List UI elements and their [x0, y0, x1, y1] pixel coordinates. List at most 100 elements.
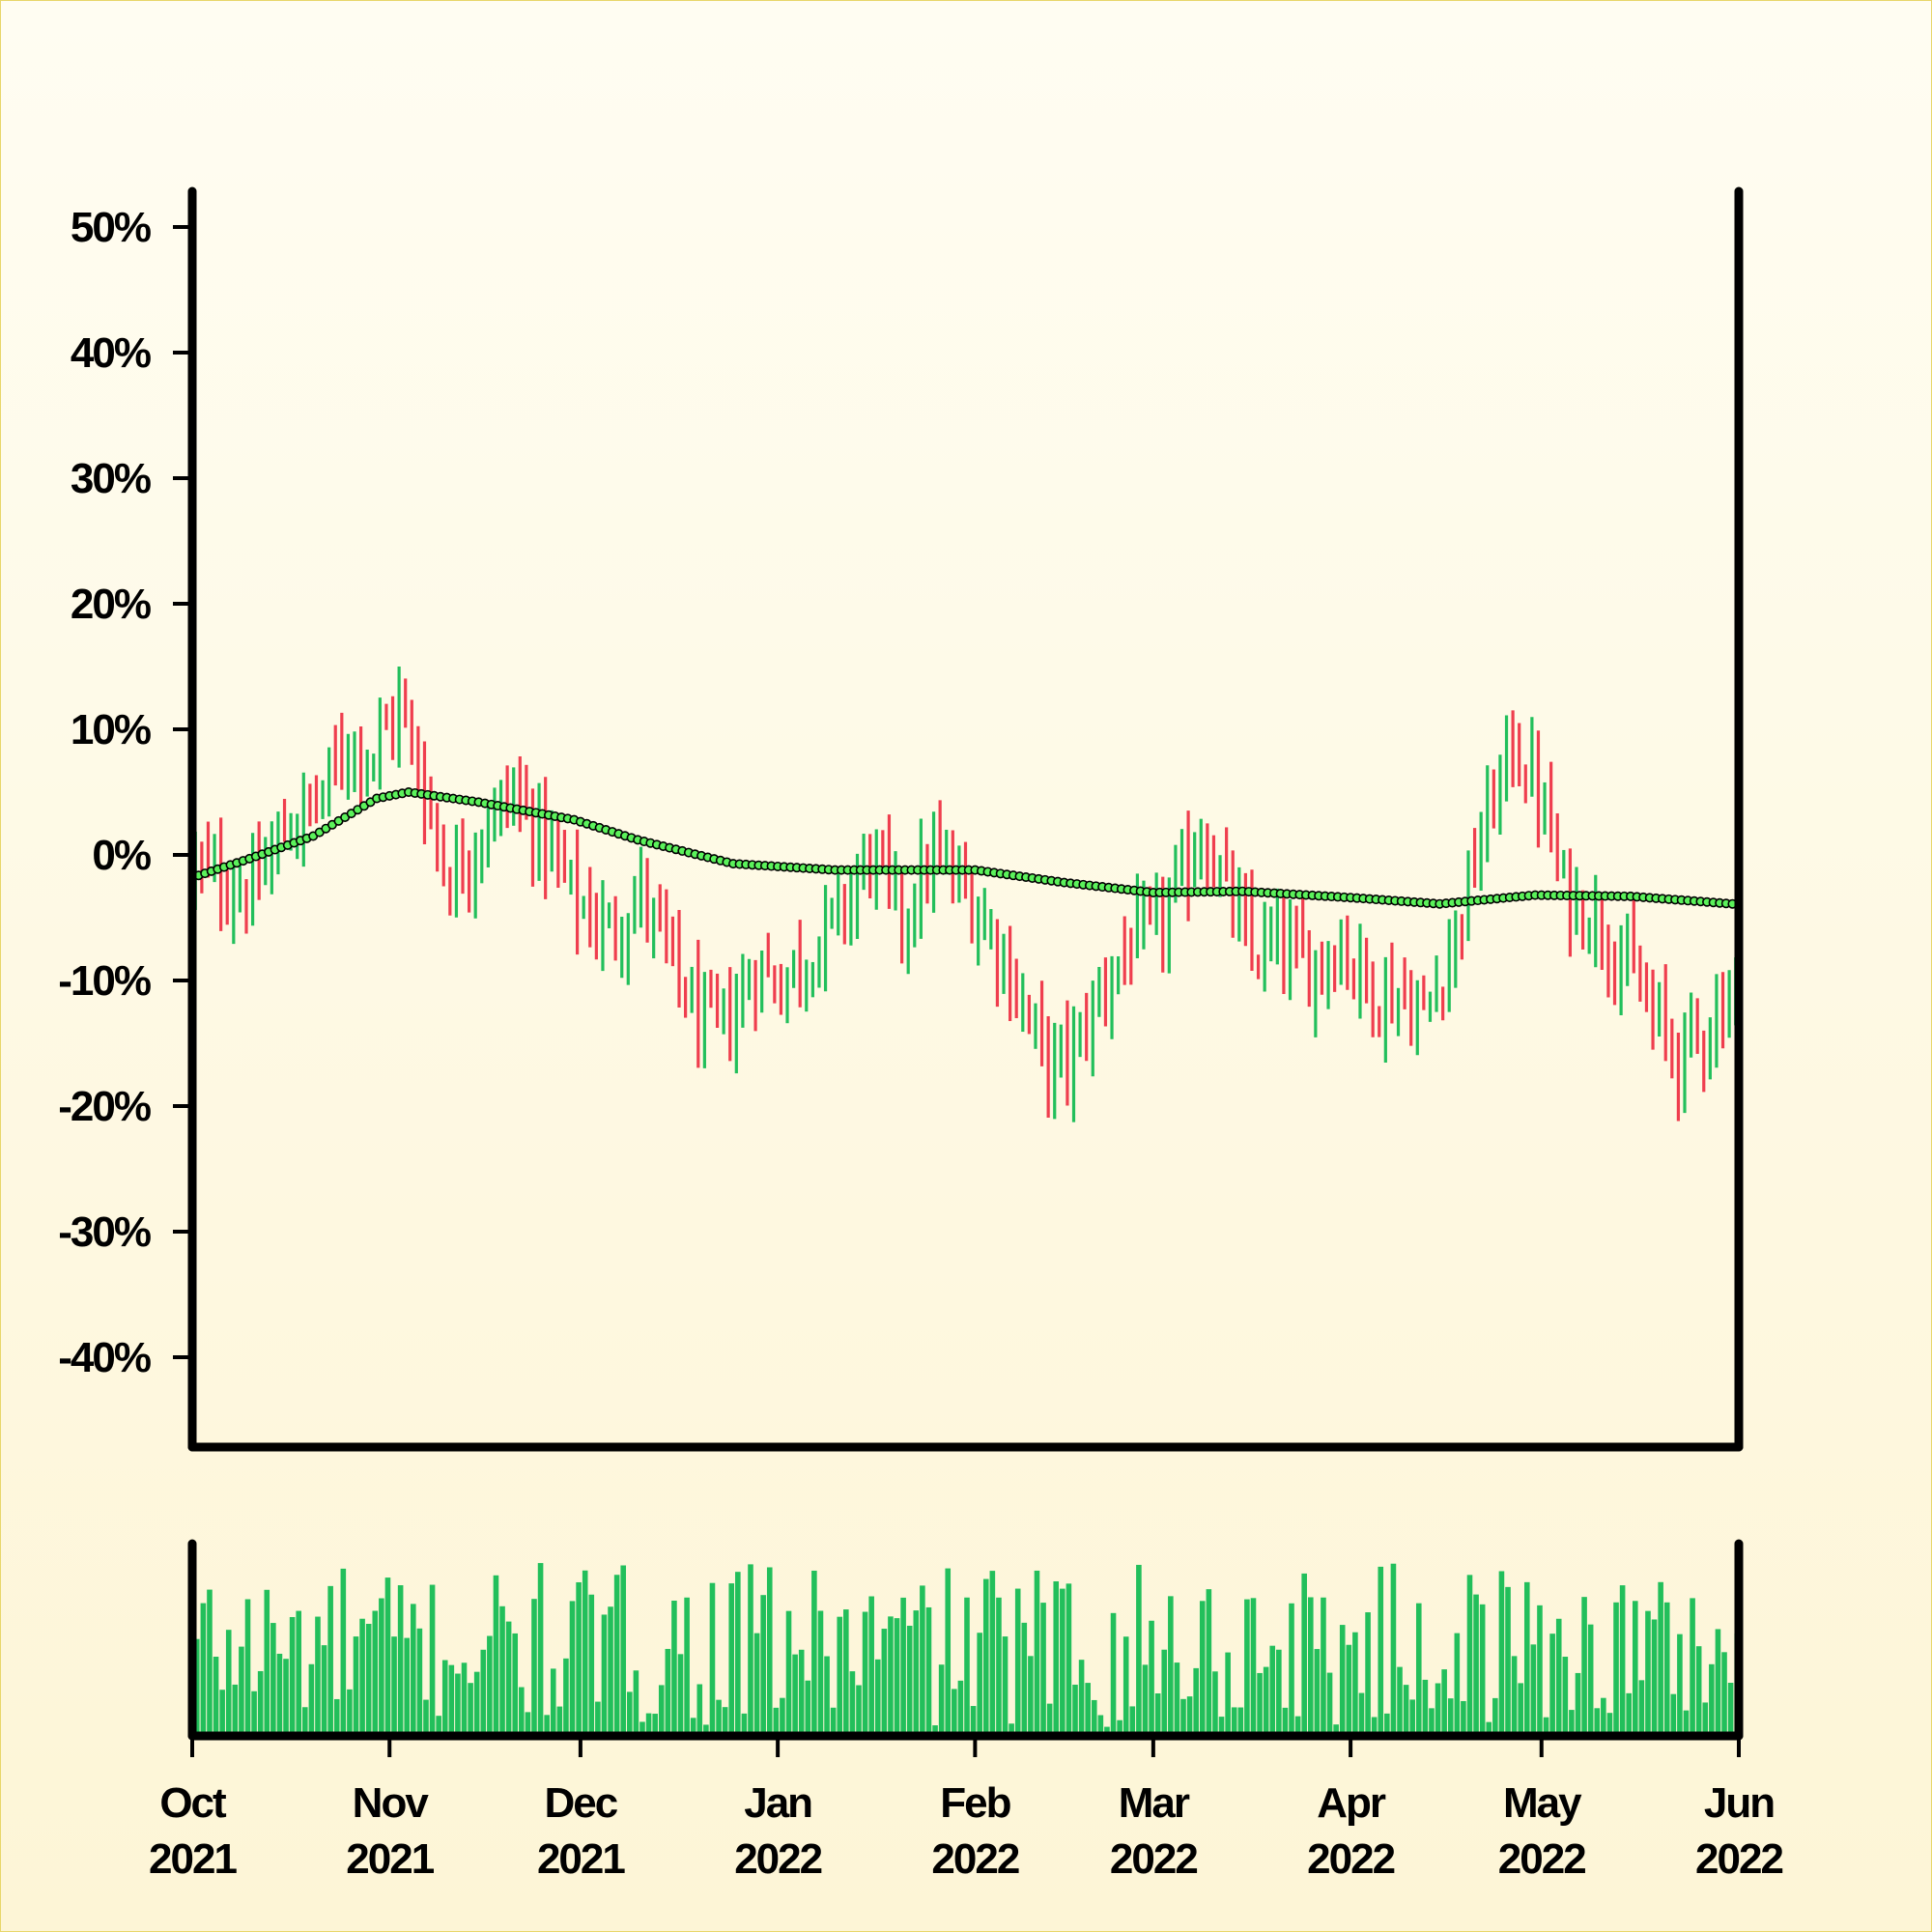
volume-bar	[1294, 1716, 1301, 1736]
x-tick-month: May	[1503, 1779, 1582, 1827]
volume-bar	[1046, 1703, 1053, 1736]
volume-bar	[1409, 1699, 1415, 1736]
volume-bar	[722, 1707, 728, 1736]
volume-bar	[843, 1609, 849, 1736]
volume-bar	[982, 1578, 989, 1736]
volume-bar	[1613, 1602, 1619, 1736]
volume-bar	[1289, 1603, 1294, 1736]
volume-bar	[1225, 1652, 1231, 1736]
volume-bar	[1021, 1622, 1028, 1736]
volume-bar	[1142, 1664, 1149, 1736]
volume-bar	[1715, 1629, 1721, 1736]
volume-bar	[1479, 1604, 1486, 1736]
volume-bar	[1339, 1625, 1346, 1736]
y-axis-ticks: 50% 40% 30% 20% 10% 0% -10% -20% -30% -40%	[58, 204, 192, 1381]
volume-bar	[1352, 1632, 1358, 1736]
volume-bar	[372, 1610, 379, 1736]
moving-average-line	[193, 786, 1738, 909]
volume-bar	[1237, 1707, 1244, 1736]
volume-bar	[411, 1604, 416, 1736]
volume-bar	[359, 1618, 365, 1736]
volume-bar	[582, 1570, 588, 1736]
volume-bar	[1626, 1692, 1632, 1736]
volume-bar	[920, 1585, 925, 1736]
x-tick-month: Nov	[353, 1779, 430, 1827]
volume-bar	[556, 1706, 563, 1736]
volume-bar	[270, 1623, 276, 1736]
volume-bar	[1549, 1634, 1555, 1736]
volume-bar	[1683, 1710, 1690, 1736]
volume-bar	[441, 1660, 448, 1736]
volume-bar	[1028, 1656, 1034, 1736]
volume-bar	[1594, 1708, 1601, 1736]
volume-bar	[1511, 1656, 1518, 1736]
volume-bars	[194, 1563, 1740, 1736]
volume-bar	[1034, 1570, 1040, 1736]
volume-bar	[1569, 1710, 1575, 1736]
volume-bar	[257, 1670, 264, 1736]
volume-bar	[837, 1616, 843, 1736]
volume-bar	[913, 1610, 920, 1736]
volume-bar	[888, 1616, 894, 1736]
volume-bar	[1014, 1588, 1021, 1736]
volume-bar	[468, 1683, 473, 1736]
x-tick-year: 2021	[346, 1835, 434, 1883]
x-tick-month: Mar	[1119, 1779, 1190, 1827]
volume-bar	[1390, 1563, 1397, 1736]
volume-bar	[1193, 1667, 1199, 1736]
volume-bar	[397, 1585, 404, 1736]
volume-bar	[296, 1610, 302, 1736]
volume-bar	[232, 1684, 239, 1736]
x-tick-month: Jan	[744, 1779, 811, 1827]
volume-bar	[1670, 1693, 1677, 1736]
volume-bar	[627, 1691, 633, 1736]
volume-bar	[283, 1659, 289, 1736]
volume-bar	[563, 1658, 569, 1736]
volume-bar	[289, 1616, 296, 1736]
volume-bar	[1250, 1598, 1257, 1736]
volume-bar	[1422, 1679, 1429, 1736]
volume-bar	[1486, 1721, 1492, 1736]
volume-bar	[1505, 1586, 1511, 1736]
volume-bar	[333, 1698, 340, 1736]
volume-bar	[461, 1662, 468, 1736]
volume-bar	[1619, 1585, 1626, 1736]
volume-bar	[868, 1596, 874, 1736]
x-tick-year: 2021	[149, 1835, 237, 1883]
volume-bar	[544, 1715, 550, 1736]
volume-bar	[1161, 1649, 1168, 1736]
volume-bar	[741, 1713, 748, 1736]
volume-bar	[728, 1583, 735, 1736]
volume-bar	[1727, 1683, 1734, 1736]
volume-bar	[315, 1616, 321, 1736]
volume-bar	[900, 1597, 906, 1736]
volume-bar	[677, 1654, 684, 1736]
volume-bar	[1002, 1636, 1009, 1736]
y-tick-label: 30%	[71, 455, 151, 502]
volume-bar	[856, 1685, 862, 1736]
volume-bar	[347, 1689, 353, 1736]
volume-bar	[1263, 1666, 1269, 1736]
volume-bar	[690, 1718, 696, 1736]
volume-bar	[665, 1648, 671, 1736]
volume-bar	[493, 1575, 499, 1736]
volume-bar	[817, 1610, 824, 1736]
volume-bar	[945, 1568, 952, 1736]
volume-bar	[703, 1724, 709, 1736]
volume-bar	[862, 1611, 868, 1736]
volume-bar	[1104, 1726, 1110, 1736]
volume-bar	[1269, 1645, 1276, 1736]
volume-bar	[1257, 1672, 1263, 1736]
volume-bar	[1466, 1575, 1473, 1736]
y-tick-label: 40%	[71, 329, 151, 377]
volume-bar	[1378, 1566, 1384, 1736]
x-tick-year: 2022	[1307, 1835, 1394, 1883]
volume-bar	[244, 1599, 251, 1736]
volume-bar	[512, 1633, 519, 1736]
volume-bar	[849, 1671, 856, 1736]
volume-bar	[964, 1597, 970, 1736]
volume-bar	[1429, 1708, 1435, 1736]
volume-bar	[1282, 1707, 1289, 1736]
volume-bar	[1085, 1683, 1091, 1736]
volume-bar	[989, 1571, 996, 1736]
